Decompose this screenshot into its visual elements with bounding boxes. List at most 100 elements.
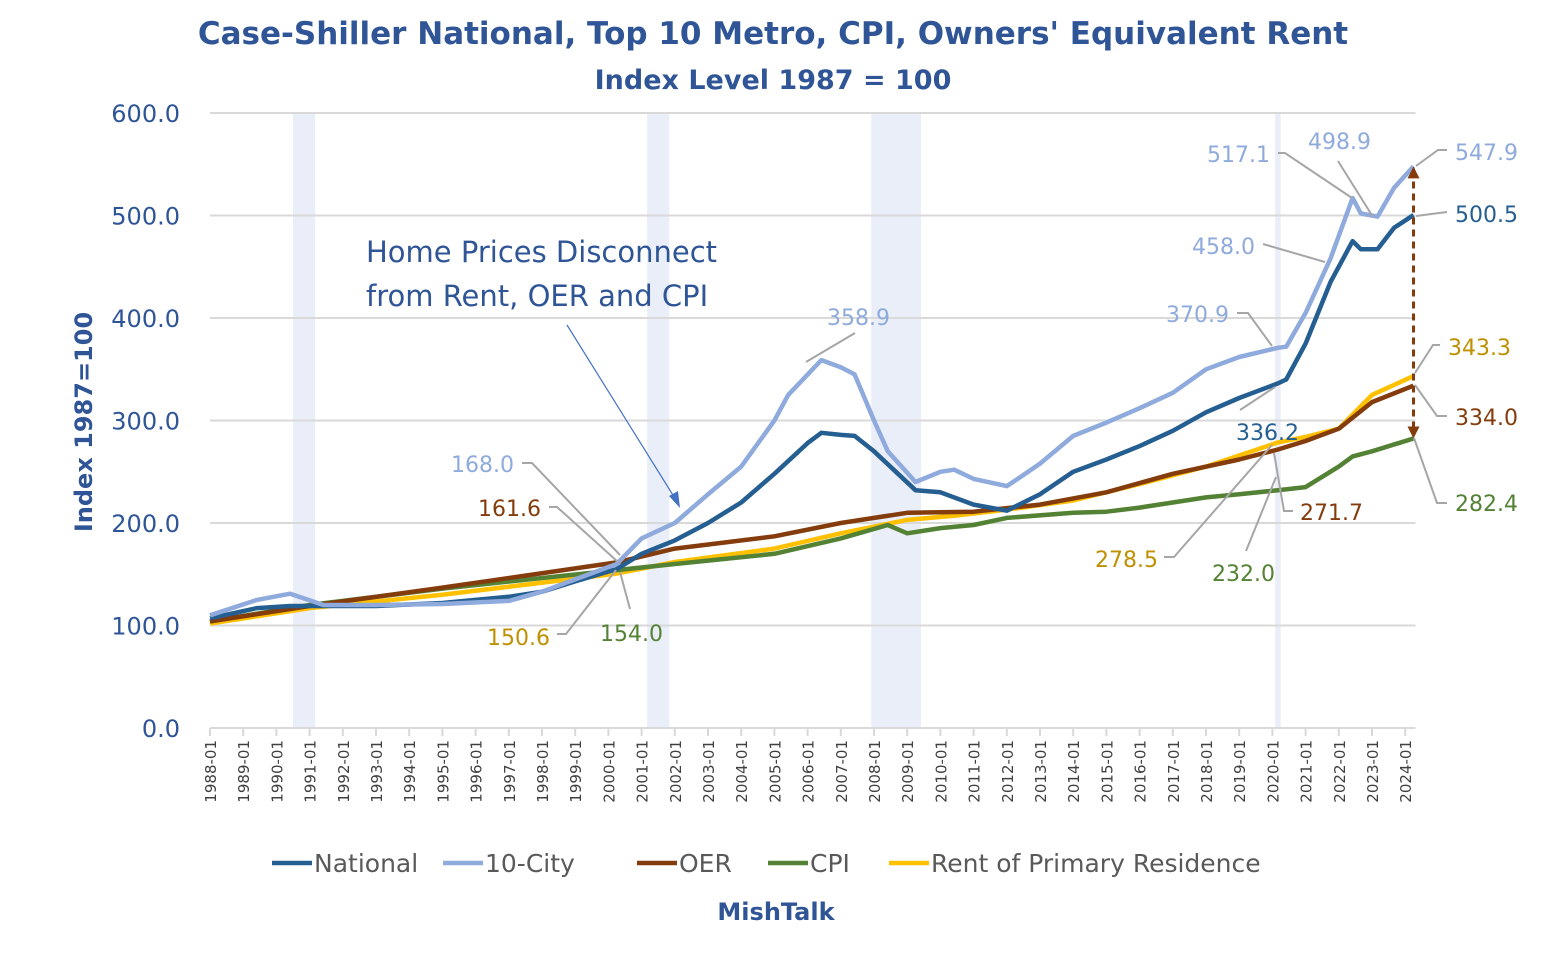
x-tick-label: 2023-01 (1364, 740, 1382, 803)
leader-line (1415, 211, 1448, 217)
x-tick-label: 1995-01 (434, 740, 452, 803)
data-label: 498.9 (1308, 130, 1371, 155)
x-tick-label: 2012-01 (999, 740, 1017, 803)
y-tick-label: 100.0 (111, 613, 180, 641)
x-tick-label: 2003-01 (700, 740, 718, 803)
annotation-text: Home Prices Disconnect (366, 235, 717, 269)
x-tick-label: 2016-01 (1132, 740, 1150, 803)
x-tick-label: 2002-01 (667, 740, 685, 803)
y-tick-label: 0.0 (142, 715, 180, 743)
chart-subtitle: Index Level 1987 = 100 (595, 65, 952, 96)
series-line-oer (209, 383, 1415, 624)
x-tick-label: 2017-01 (1165, 740, 1183, 803)
leader-line (1273, 452, 1293, 512)
y-tick-label: 500.0 (111, 203, 180, 231)
y-tick-label: 300.0 (111, 408, 180, 436)
legend-label: 10-City (485, 849, 575, 878)
annotation-text: from Rent, OER and CPI (366, 279, 708, 313)
x-tick-label: 2001-01 (634, 740, 652, 803)
data-label: 458.0 (1192, 235, 1255, 260)
series-line-cpi (209, 436, 1415, 624)
y-tick-label: 200.0 (111, 510, 180, 538)
chart-title: Case-Shiller National, Top 10 Metro, CPI… (198, 16, 1348, 52)
data-label: 370.9 (1166, 303, 1229, 328)
x-tick-label: 2007-01 (833, 740, 851, 803)
x-tick-label: 2013-01 (1032, 740, 1050, 803)
x-tick-label: 1996-01 (468, 740, 486, 803)
leader-line (522, 462, 621, 556)
leader-line (1164, 444, 1273, 558)
x-tick-label: 1988-01 (202, 740, 220, 803)
leader-line (1413, 437, 1447, 504)
x-tick-label: 1998-01 (534, 740, 552, 803)
x-tick-label: 1993-01 (368, 740, 386, 803)
leader-line (1245, 476, 1277, 552)
x-tick-label: 1989-01 (235, 740, 253, 803)
data-label: 232.0 (1212, 562, 1275, 587)
x-tick-label: 2009-01 (899, 740, 917, 803)
series-line-national (209, 213, 1415, 621)
gap-arrow-head-bottom (1407, 426, 1420, 439)
x-tick-label: 2008-01 (866, 740, 884, 803)
legend-label: CPI (810, 849, 850, 878)
annotation-arrow-line (566, 324, 677, 501)
x-tick-label: 2022-01 (1331, 740, 1349, 803)
data-label: 154.0 (600, 622, 663, 647)
data-label: 150.6 (487, 626, 550, 651)
data-label: 271.7 (1300, 501, 1363, 526)
x-tick-label: 1991-01 (302, 740, 320, 803)
leader-line (1239, 386, 1276, 411)
x-tick-label: 2018-01 (1198, 740, 1216, 803)
leader-line (1237, 312, 1273, 347)
series-line-10-city (209, 164, 1416, 618)
leader-line (1337, 160, 1374, 218)
x-tick-label: 1999-01 (567, 740, 585, 803)
x-tick-label: 2019-01 (1231, 740, 1249, 803)
x-tick-label: 2000-01 (600, 740, 618, 803)
data-label: 336.2 (1236, 421, 1299, 446)
x-tick-label: 2005-01 (766, 740, 784, 803)
leader-line (1414, 384, 1447, 417)
x-tick-label: 2021-01 (1298, 740, 1316, 803)
x-tick-label: 2015-01 (1098, 740, 1116, 803)
gap-arrow-head-top (1407, 166, 1420, 179)
leader-line (805, 332, 856, 363)
x-tick-label: 2011-01 (966, 740, 984, 803)
leader-line (549, 506, 619, 563)
y-tick-label: 400.0 (111, 305, 180, 333)
x-tick-label: 1994-01 (401, 740, 419, 803)
leader-line (1278, 152, 1353, 199)
x-tick-label: 2020-01 (1264, 740, 1282, 803)
y-tick-label: 600.0 (111, 100, 180, 128)
data-label: 547.9 (1455, 141, 1518, 166)
data-label: 517.1 (1207, 143, 1270, 168)
x-tick-label: 2004-01 (733, 740, 751, 803)
legend-label: OER (679, 849, 732, 878)
data-label: 334.0 (1455, 406, 1518, 431)
data-label: 343.3 (1448, 336, 1511, 361)
leader-line (557, 569, 617, 635)
data-label: 278.5 (1095, 548, 1158, 573)
leader-line (1415, 149, 1447, 167)
x-tick-label: 1990-01 (268, 740, 286, 803)
data-label: 168.0 (451, 453, 514, 478)
x-tick-label: 2024-01 (1397, 740, 1415, 803)
data-label: 358.9 (827, 306, 890, 331)
x-tick-label: 2010-01 (932, 740, 950, 803)
data-label: 282.4 (1455, 492, 1518, 517)
y-axis-label: Index 1987=100 (70, 312, 98, 532)
annotation-arrow-head (669, 491, 680, 508)
leader-line (1262, 243, 1326, 263)
data-label: 500.5 (1455, 203, 1518, 228)
source-label: MishTalk (717, 898, 835, 926)
leader-line (1414, 344, 1440, 374)
leader-line (619, 571, 631, 610)
x-tick-label: 1992-01 (335, 740, 353, 803)
legend-label: Rent of Primary Residence (931, 849, 1261, 878)
data-label: 161.6 (478, 497, 541, 522)
legend-label: National (314, 849, 418, 878)
x-tick-label: 1997-01 (501, 740, 519, 803)
x-tick-label: 2006-01 (800, 740, 818, 803)
